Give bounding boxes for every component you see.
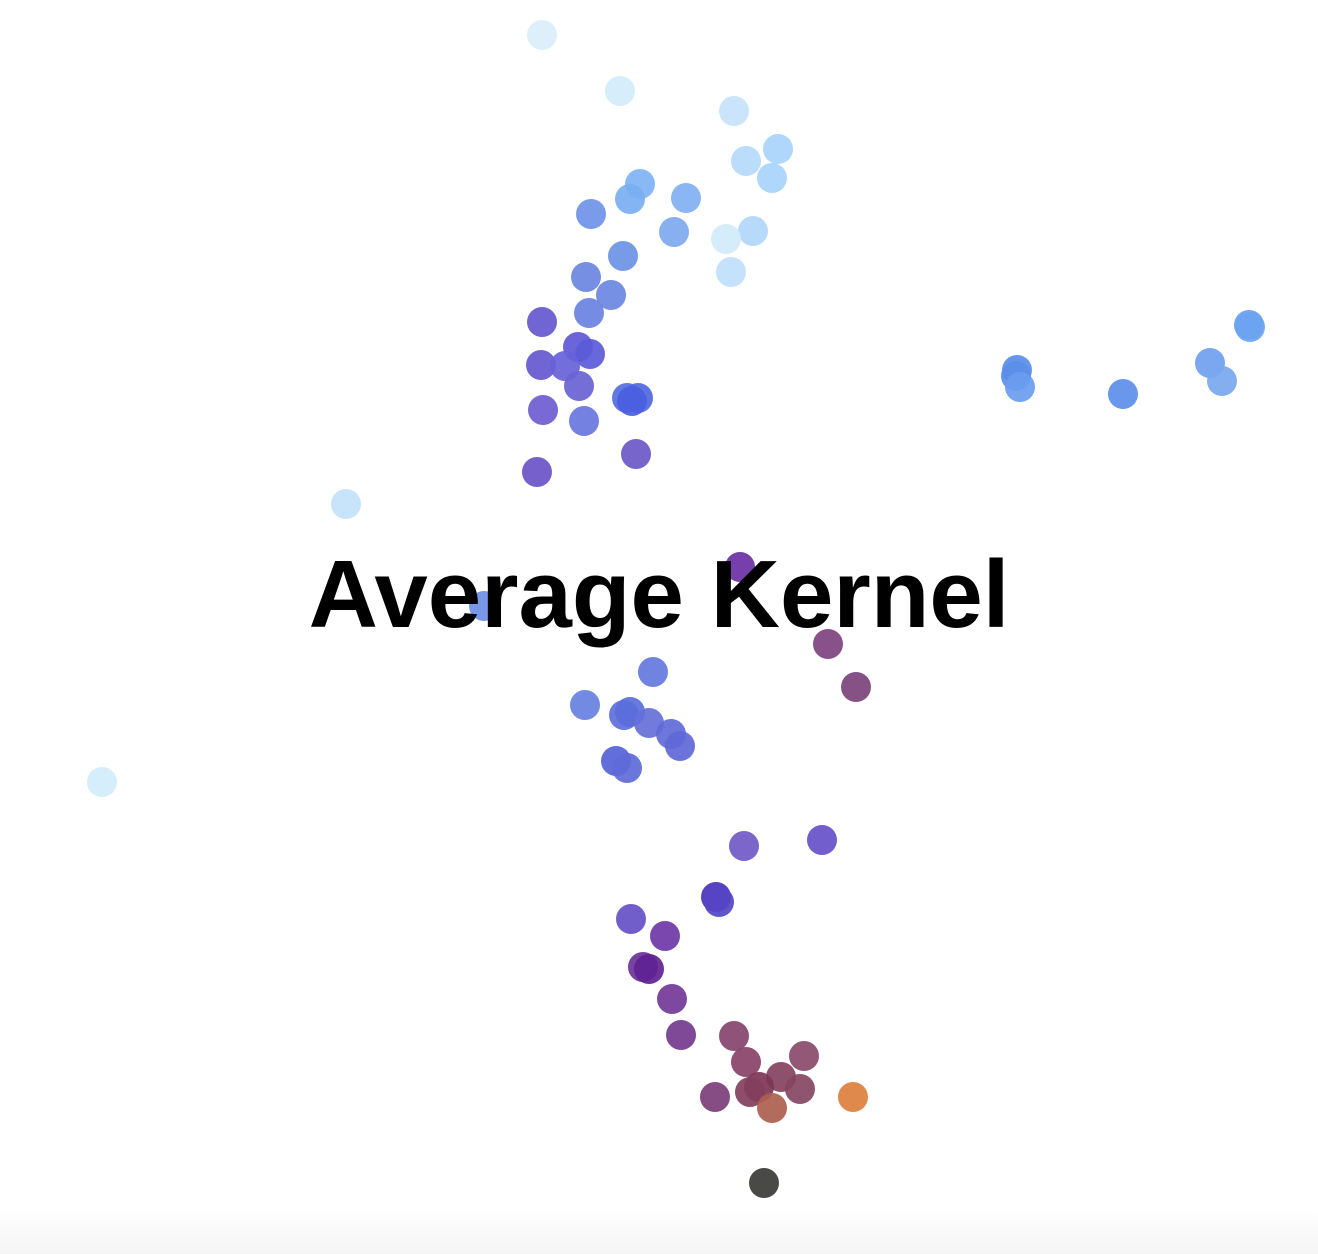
scatter-point-35 bbox=[1108, 379, 1138, 409]
scatter-point-74 bbox=[749, 1168, 779, 1198]
scatter-point-59 bbox=[650, 921, 680, 951]
scatter-point-72 bbox=[757, 1093, 787, 1123]
scatter-point-43 bbox=[841, 672, 871, 702]
scatter-point-57 bbox=[704, 887, 734, 917]
scatter-point-31 bbox=[331, 489, 361, 519]
scatter-point-53 bbox=[87, 767, 117, 797]
points-layer bbox=[87, 20, 1265, 1198]
scatter-point-12 bbox=[711, 224, 741, 254]
scatter-point-37 bbox=[1207, 366, 1237, 396]
scatter-point-15 bbox=[571, 262, 601, 292]
scatter-point-28 bbox=[569, 406, 599, 436]
scatter-point-64 bbox=[719, 1021, 749, 1051]
scatter-point-58 bbox=[616, 904, 646, 934]
scatter-point-55 bbox=[807, 825, 837, 855]
scatter-point-45 bbox=[570, 690, 600, 720]
scatter-point-26 bbox=[617, 386, 647, 416]
scatter-point-2 bbox=[719, 96, 749, 126]
scatter-point-71 bbox=[700, 1082, 730, 1112]
scatter-point-42 bbox=[813, 629, 843, 659]
scatter-point-1 bbox=[605, 76, 635, 106]
bottom-edge-fade bbox=[0, 1210, 1318, 1254]
scatter-point-66 bbox=[789, 1041, 819, 1071]
scatter-point-29 bbox=[621, 439, 651, 469]
scatter-point-4 bbox=[763, 134, 793, 164]
scatter-point-5 bbox=[757, 163, 787, 193]
scatter-point-65 bbox=[731, 1047, 761, 1077]
scatter-point-61 bbox=[634, 954, 664, 984]
scatter-point-16 bbox=[596, 280, 626, 310]
scatter-point-18 bbox=[527, 307, 557, 337]
scatter-point-73 bbox=[838, 1082, 868, 1112]
scatter-point-23 bbox=[564, 371, 594, 401]
scatter-point-11 bbox=[738, 216, 768, 246]
scatter-point-63 bbox=[666, 1020, 696, 1050]
scatter-point-40 bbox=[725, 552, 755, 582]
scatter-point-20 bbox=[575, 339, 605, 369]
scatter-point-13 bbox=[716, 257, 746, 287]
scatter-point-70 bbox=[785, 1074, 815, 1104]
scatter-point-30 bbox=[522, 457, 552, 487]
scatter-point-17 bbox=[574, 298, 604, 328]
scatter-point-62 bbox=[657, 984, 687, 1014]
scatter-point-7 bbox=[615, 184, 645, 214]
scatter-point-0 bbox=[527, 20, 557, 50]
scatter-point-27 bbox=[528, 395, 558, 425]
scatter-point-21 bbox=[526, 350, 556, 380]
scatter-point-3 bbox=[731, 146, 761, 176]
scatter-point-54 bbox=[729, 831, 759, 861]
scatter-point-34 bbox=[1005, 372, 1035, 402]
scatter-point-9 bbox=[576, 199, 606, 229]
scatter-point-39 bbox=[1235, 312, 1265, 342]
scatter-point-52 bbox=[612, 753, 642, 783]
scatter-point-50 bbox=[665, 731, 695, 761]
scatter-point-14 bbox=[608, 241, 638, 271]
scatter-point-8 bbox=[671, 183, 701, 213]
scatter-point-44 bbox=[638, 657, 668, 687]
scatter-point-41 bbox=[469, 591, 499, 621]
scatter-point-10 bbox=[659, 217, 689, 247]
scatter-point-69 bbox=[735, 1077, 765, 1107]
